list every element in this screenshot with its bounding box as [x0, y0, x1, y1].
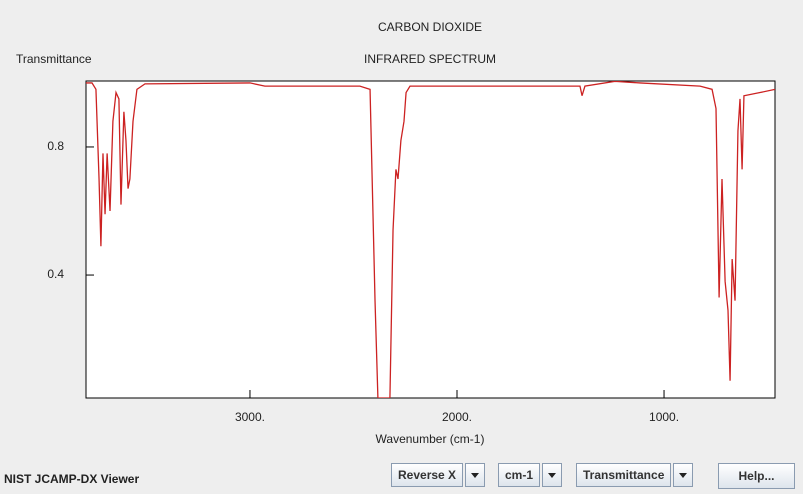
dropdown[interactable]: Transmittance	[576, 463, 694, 487]
dropdown-arrow[interactable]	[673, 463, 694, 487]
x-tick-label: 2000.	[442, 410, 472, 424]
x-axis-label: Wavenumber (cm-1)	[376, 432, 485, 446]
y-tick-label: 0.4	[47, 267, 64, 281]
chart: CARBON DIOXIDE INFRARED SPECTRUM Transmi…	[16, 20, 776, 446]
spectrum-line	[86, 81, 775, 398]
chart-subtitle: INFRARED SPECTRUM	[364, 52, 496, 66]
help-button[interactable]: Help...	[718, 463, 795, 489]
plot-area	[85, 80, 776, 399]
dropdown-label[interactable]: cm-1	[498, 463, 541, 487]
y-axis-label: Transmittance	[16, 52, 92, 66]
dropdown[interactable]: Reverse X	[391, 463, 486, 487]
y-tick-label: 0.8	[47, 139, 64, 153]
x-tick-label: 3000.	[235, 410, 265, 424]
x-tick-label: 1000.	[649, 410, 679, 424]
dropdown-arrow[interactable]	[542, 463, 563, 487]
dropdown[interactable]: cm-1	[498, 463, 563, 487]
dropdown-label[interactable]: Transmittance	[576, 463, 672, 487]
chart-title: CARBON DIOXIDE	[378, 20, 482, 34]
dropdown-arrow[interactable]	[465, 463, 486, 487]
app-name: NIST JCAMP-DX Viewer	[4, 472, 140, 486]
dropdown-label[interactable]: Reverse X	[391, 463, 464, 487]
